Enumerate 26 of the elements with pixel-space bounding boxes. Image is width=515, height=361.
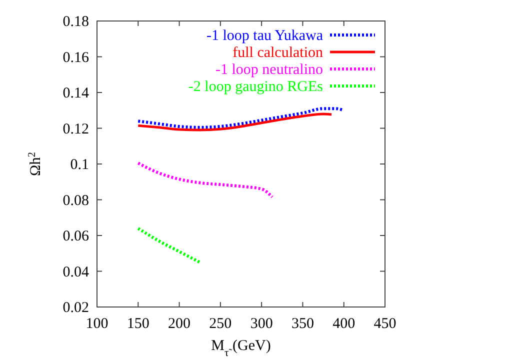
y-tick-label: 0.18 <box>62 14 89 30</box>
y-tick-label: 0.12 <box>62 121 89 138</box>
x-axis-title: M$_{τ̃}$ (GeV) <box>211 338 271 358</box>
legend-label: -2 loop gaugino RGEs <box>188 79 324 95</box>
y-tick-label: 0.14 <box>62 86 90 102</box>
y-tick-label: 0.06 <box>62 228 90 244</box>
line-series <box>136 107 346 129</box>
x-tick-label: 100 <box>86 316 108 332</box>
x-tick-label: 350 <box>291 316 314 332</box>
y-tick-label: 0.1 <box>70 157 89 173</box>
line-series <box>136 162 274 199</box>
y-tick-label: 0.04 <box>62 264 90 280</box>
x-tick-label: 400 <box>332 316 356 332</box>
y-tick-label: 0.16 <box>62 50 90 66</box>
y-tick-label: 0.08 <box>62 192 89 209</box>
x-tick-label: 450 <box>374 316 396 332</box>
y-tick-label: 0.02 <box>62 300 89 316</box>
legend-label: -1 loop neutralino <box>216 62 323 78</box>
x-tick-label: 200 <box>168 316 191 332</box>
legend-label: full calculation <box>232 45 324 61</box>
x-tick-label: 300 <box>250 316 273 332</box>
x-tick-label: 150 <box>126 316 150 332</box>
line-series <box>136 226 202 264</box>
x-tick-label: 250 <box>209 316 232 332</box>
legend-label: -1 loop tau Yukawa <box>206 28 324 44</box>
line-series <box>136 112 333 132</box>
